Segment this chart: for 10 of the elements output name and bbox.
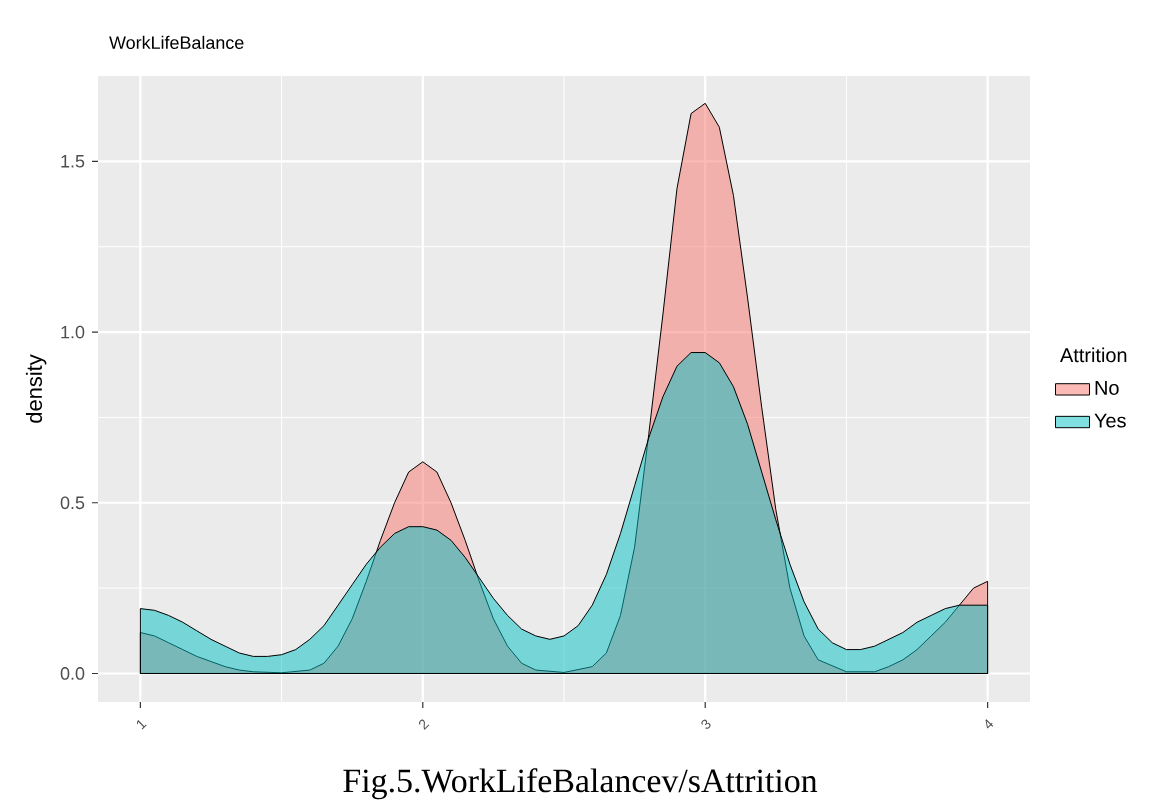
y-tick-label: 1.0 [61,325,85,339]
y-tick-label: 1.5 [61,155,85,168]
legend-label: No [1095,381,1119,395]
legend-label: Yes [1094,413,1126,428]
chart-title: WorkLifeBalance [109,35,244,50]
y-tick-label: 0.0 [60,667,85,680]
caption: Fig.5.WorkLifeBalancev/sAttrition [343,768,818,800]
y-axis-title: density [25,354,47,423]
legend-title: Attrition [1060,347,1127,363]
y-tick-label: 0.5 [60,496,85,510]
